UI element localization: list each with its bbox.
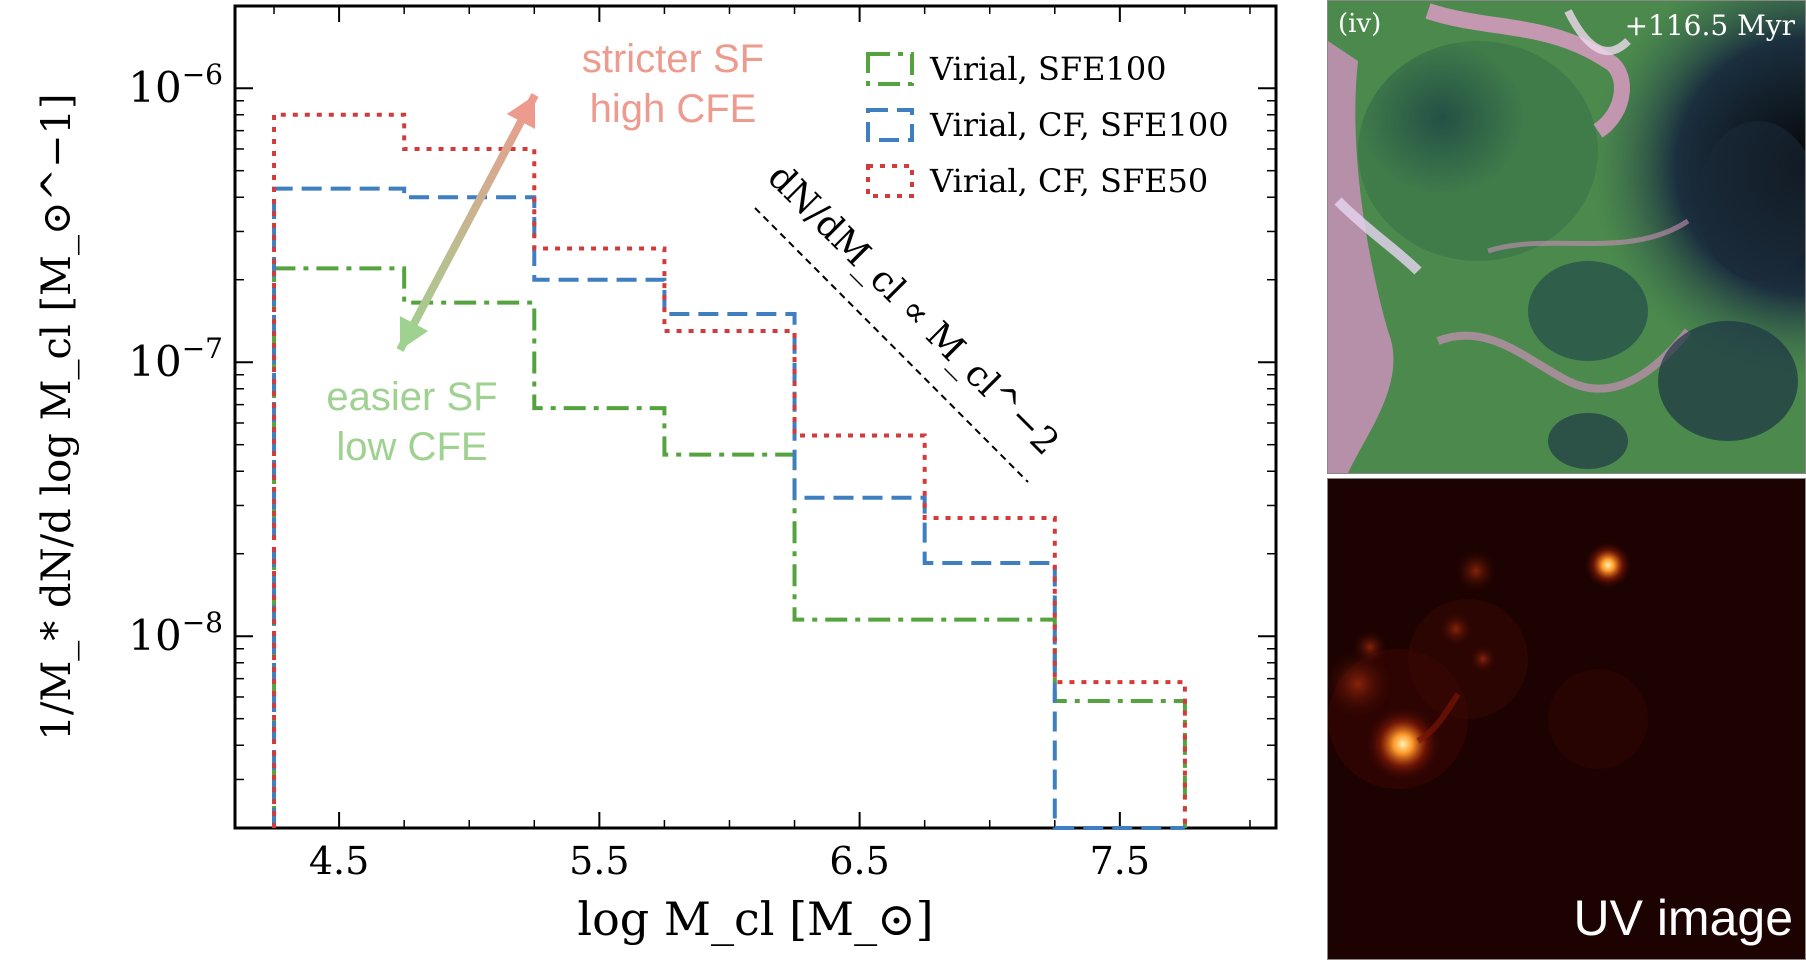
uv-image — [1328, 479, 1805, 959]
annotation-arrow-shaft — [396, 93, 539, 352]
annotation-easier-sf: low CFE — [336, 425, 487, 469]
slope-reference-line — [754, 207, 1029, 483]
y-tick-label: 10−6 — [128, 58, 223, 112]
legend-swatch — [866, 52, 914, 86]
y-tick-label: 10−8 — [128, 606, 223, 660]
y-tick-label: 10−7 — [128, 332, 223, 386]
y-axis-label: 1/M_* dN/d log M_cl [M_⊙^−1] — [34, 93, 80, 740]
legend-label: Virial, CF, SFE50 — [929, 162, 1208, 200]
x-tick-label: 6.5 — [829, 839, 889, 883]
plot-frame — [233, 4, 1278, 830]
legend-swatch — [866, 108, 914, 142]
x-tick-label: 5.5 — [569, 839, 629, 883]
histogram-step-line — [272, 266, 1187, 828]
legend-label: Virial, CF, SFE100 — [929, 106, 1229, 144]
gas-density-map-image — [1328, 1, 1805, 473]
x-tick-label: 4.5 — [309, 839, 369, 883]
series-dotted — [272, 112, 1187, 828]
panel-tag: (iv) — [1338, 9, 1382, 39]
annotation-stricter-sf: high CFE — [590, 87, 757, 131]
legend-swatch — [866, 164, 914, 198]
x-tick-label: 7.5 — [1090, 839, 1150, 883]
uv-image-label: UV image — [1573, 890, 1793, 946]
annotation-easier-sf: easier SF — [326, 375, 497, 419]
x-axis-label: log M_cl [M_⊙] — [577, 892, 933, 946]
slope-label: dN/dM_cl ∝ M_cl^−2 — [760, 156, 1067, 463]
arrow-head-down — [399, 316, 429, 350]
panel-time-label: +116.5 Myr — [1624, 9, 1795, 42]
legend-label: Virial, SFE100 — [929, 50, 1167, 88]
cluster-mass-function-chart: 4.5 5.5 6.5 7.5 10−6 10−7 10−8 log M_cl [M_⊙] 1/… — [34, 4, 1278, 946]
uv-image-panel: UV image — [1327, 478, 1806, 960]
histogram-step-line — [272, 186, 1185, 830]
gas-density-map-panel: (iv) +116.5 Myr — [1327, 0, 1806, 474]
histogram-step-line — [272, 112, 1187, 828]
series-dashed — [272, 186, 1185, 830]
series-dashdot — [272, 266, 1187, 828]
arrow-head-up — [506, 95, 536, 129]
annotation-stricter-sf: stricter SF — [582, 37, 764, 81]
